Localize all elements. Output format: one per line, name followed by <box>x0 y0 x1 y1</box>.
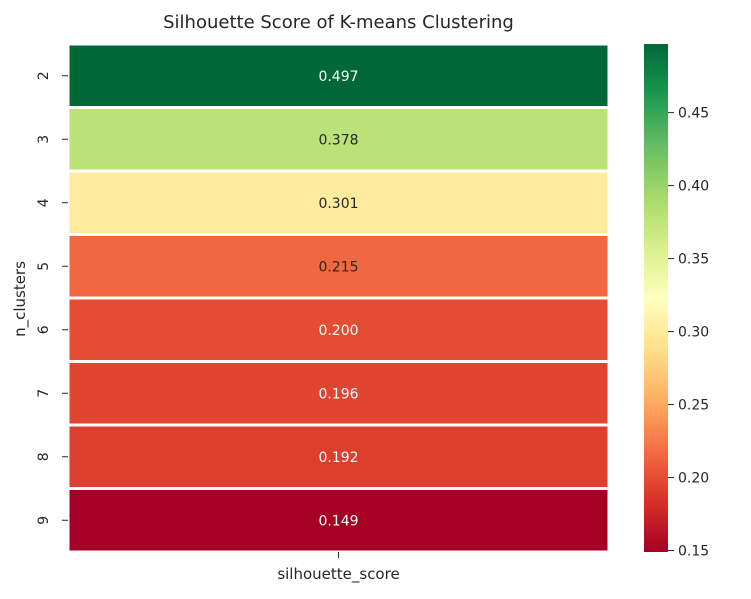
cell-annotation: 0.200 <box>318 323 358 339</box>
y-tick-label: 6 <box>36 325 52 334</box>
heatmap-cell <box>66 42 611 109</box>
cell-annotation: 0.215 <box>318 259 358 275</box>
colorbar-tick-label: 0.35 <box>678 252 709 268</box>
y-tick-label: 8 <box>36 452 52 461</box>
y-tick-label: 9 <box>36 516 52 525</box>
colorbar-tick-label: 0.45 <box>678 106 709 122</box>
heatmap-cell <box>66 360 611 427</box>
colorbar-tick-label: 0.40 <box>678 179 709 195</box>
colorbar <box>644 44 668 552</box>
y-tick-label: 7 <box>36 389 52 398</box>
cell-annotation: 0.378 <box>318 132 358 148</box>
heatmap-cell <box>66 423 611 490</box>
y-tick-label: 5 <box>36 262 52 271</box>
cell-annotation: 0.497 <box>318 69 358 85</box>
colorbar-tick-label: 0.20 <box>678 471 709 487</box>
colorbar-tick-label: 0.30 <box>678 325 709 341</box>
chart-title: Silhouette Score of K-means Clustering <box>163 12 514 33</box>
cell-annotation: 0.192 <box>318 450 358 466</box>
y-tick-label: 2 <box>36 71 52 80</box>
y-tick-label: 3 <box>36 135 52 144</box>
heatmap-cell <box>66 233 611 300</box>
x-axis-label: silhouette_score <box>277 565 400 583</box>
cell-annotation: 0.301 <box>318 196 358 212</box>
cell-annotation: 0.196 <box>318 386 358 402</box>
colorbar-tick-label: 0.25 <box>678 398 709 414</box>
colorbar-tick-label: 0.15 <box>678 544 709 560</box>
cell-annotation: 0.149 <box>318 513 358 529</box>
y-tick-label: 4 <box>36 198 52 207</box>
